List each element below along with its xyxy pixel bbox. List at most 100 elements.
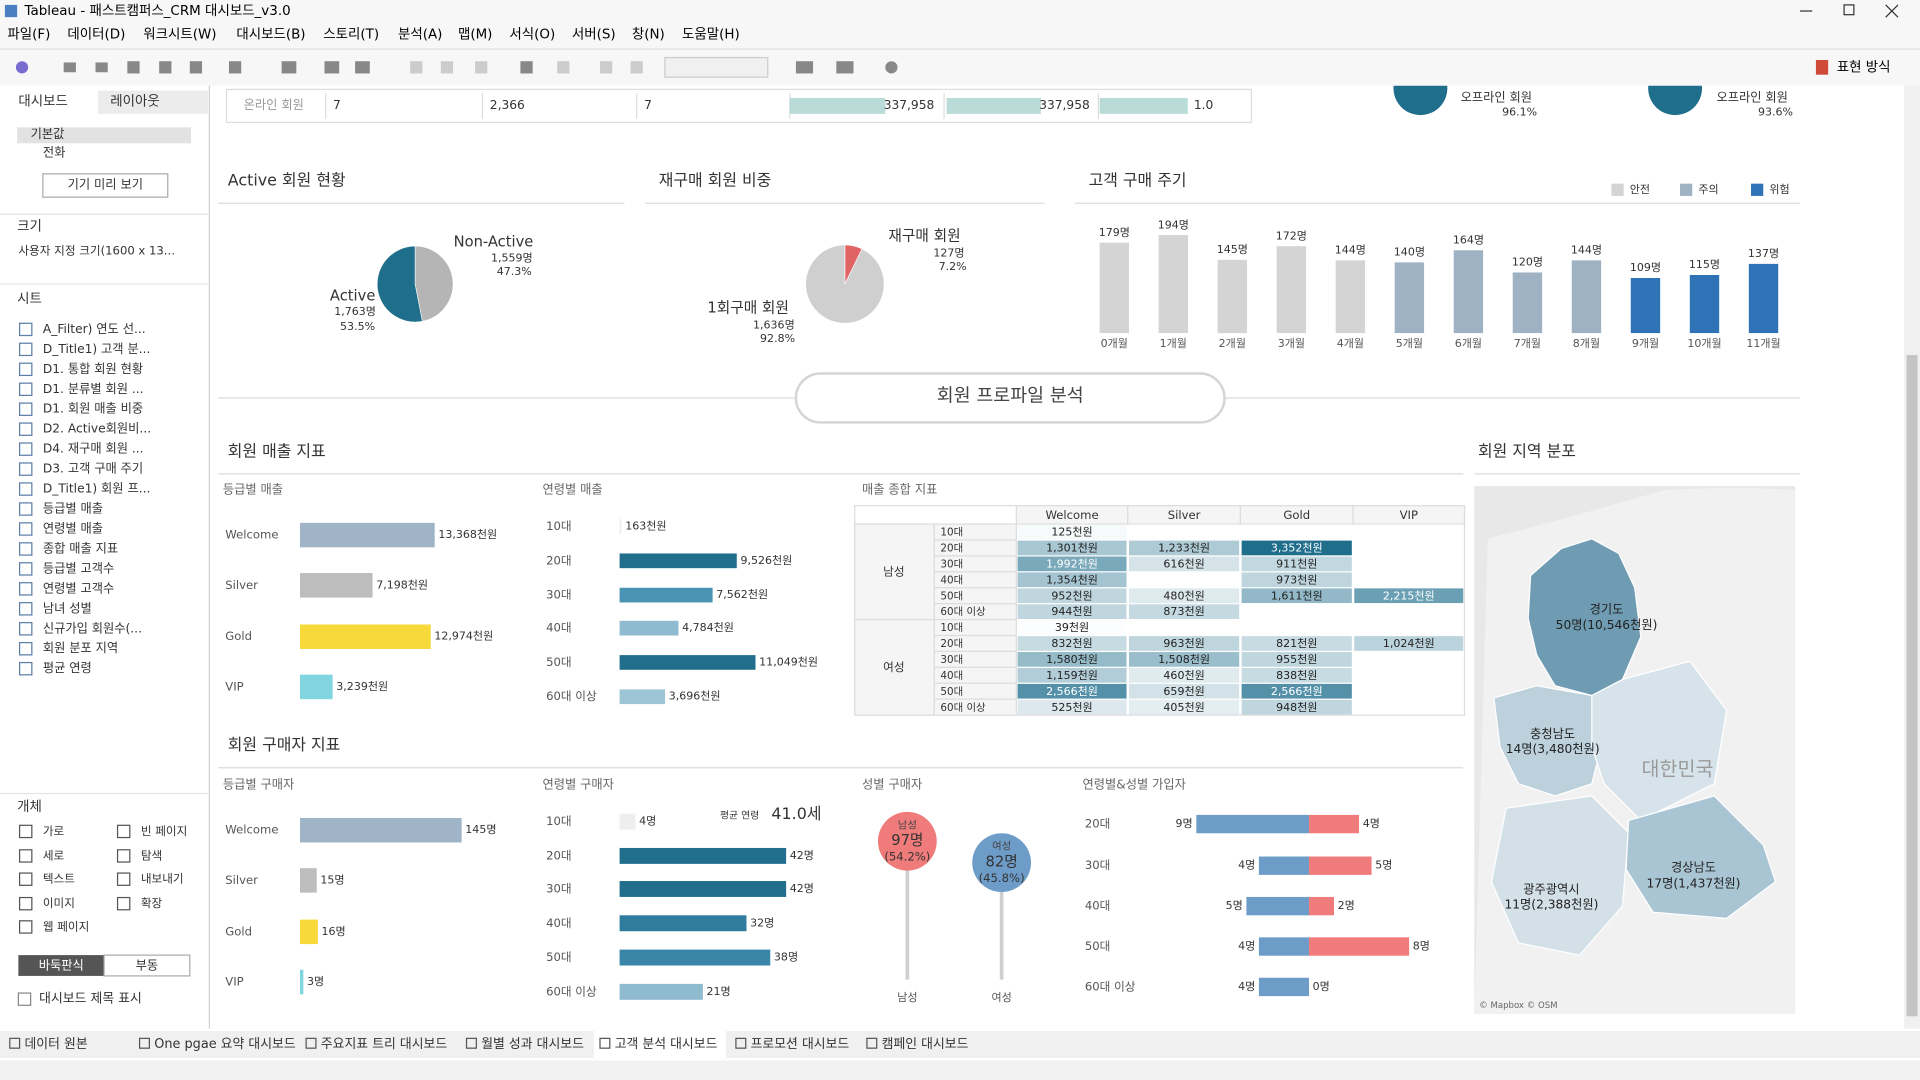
- sheet-item[interactable]: D_Title1) 고객 분...: [43, 342, 151, 356]
- toggle-floating[interactable]: [103, 954, 191, 977]
- sheet-item[interactable]: 연령별 고객수: [43, 581, 114, 595]
- sheet-item[interactable]: D1. 분류별 회원 ...: [43, 382, 144, 396]
- object-item[interactable]: 내보내기: [141, 872, 184, 886]
- menu-item[interactable]: 맵(M): [458, 26, 492, 42]
- sidebar-tab[interactable]: 대시보드: [18, 94, 68, 110]
- sheet-item[interactable]: D1. 회원 매출 비중: [43, 402, 143, 416]
- toolbar-icons[interactable]: [15, 56, 1829, 78]
- head-value: 82명: [986, 854, 1018, 871]
- menu-item[interactable]: 대시보드(B): [236, 26, 305, 42]
- bar-value: 145명: [465, 823, 496, 836]
- menu-item[interactable]: 도움말(H): [682, 26, 740, 42]
- bar: [619, 983, 703, 1000]
- bar: [1217, 259, 1248, 334]
- chart-title: 재구매 회원 비중: [659, 171, 772, 190]
- object-item[interactable]: 탐색: [141, 848, 162, 862]
- sheet-item[interactable]: 등급별 매출: [43, 502, 103, 516]
- sheet-tab[interactable]: 고객 분석 대시보드: [615, 1037, 718, 1052]
- sheet-item[interactable]: 등급별 고객수: [43, 561, 114, 575]
- x-tick-label: 9개월: [1632, 337, 1659, 350]
- sheet-tab[interactable]: 주요지표 트리 대시보드: [321, 1037, 448, 1052]
- sheet-item[interactable]: D3. 고객 구매 주기: [43, 462, 143, 476]
- sheet-item[interactable]: 연령별 매출: [43, 521, 103, 535]
- menu-item[interactable]: 창(N): [632, 26, 665, 42]
- sheet-item[interactable]: D2. Active회원비...: [43, 422, 151, 436]
- object-item[interactable]: 웹 페이지: [43, 919, 89, 933]
- table-cell: [1241, 667, 1352, 683]
- checkbox-label[interactable]: 대시보드 제목 표시: [39, 992, 142, 1007]
- object-item[interactable]: 이미지: [43, 896, 75, 910]
- sidebar-tab[interactable]: 레이아웃: [110, 94, 160, 110]
- sheet-icon: [18, 522, 33, 536]
- bar: [1258, 856, 1309, 875]
- sheet-item[interactable]: 평균 연령: [43, 661, 92, 675]
- toggle-label[interactable]: 부동: [136, 959, 159, 973]
- menu-item[interactable]: 데이터(D): [67, 26, 125, 42]
- object-item[interactable]: 텍스트: [43, 872, 75, 886]
- device-selected[interactable]: [17, 127, 192, 144]
- preview-button[interactable]: 기기 미리 보기: [68, 177, 143, 191]
- cell-value: 525천원: [1051, 700, 1092, 714]
- bar: [1158, 235, 1188, 334]
- sheet-icon: [18, 322, 33, 337]
- cell-value: 963천원: [1163, 636, 1204, 650]
- sheet-item[interactable]: 회원 분포 지역: [43, 641, 118, 655]
- bar: [619, 949, 771, 966]
- sheet-item[interactable]: D4. 재구매 회원 ...: [43, 442, 144, 456]
- sidebar-tab-bg[interactable]: [97, 90, 209, 114]
- sheet-icon: [18, 382, 33, 396]
- sheet-item[interactable]: 신규가입 회원수(...: [43, 621, 142, 635]
- show-me[interactable]: 표현 방식: [1837, 59, 1891, 75]
- menu-item[interactable]: 파일(F): [7, 26, 50, 42]
- sheet-item[interactable]: 종합 매출 지표: [43, 541, 118, 555]
- cell-value: 337,958: [884, 98, 935, 112]
- sheet-tab[interactable]: 프로모션 대시보드: [751, 1037, 850, 1052]
- device-option[interactable]: 전화: [43, 146, 66, 160]
- age-label: 30대: [940, 558, 963, 570]
- toggle-label[interactable]: 바둑판식: [39, 959, 84, 973]
- object-item[interactable]: 세로: [43, 848, 65, 862]
- bar: [1196, 814, 1309, 834]
- size-dropdown[interactable]: 사용자 지정 크기(1600 x 13...: [18, 244, 175, 258]
- y-tick-label: 60대 이상: [546, 689, 597, 703]
- region-value: 11명(2,388천원): [1504, 896, 1598, 911]
- sheet-tab[interactable]: 월별 성과 대시보드: [481, 1037, 584, 1052]
- sheet-item[interactable]: A_Filter) 연도 선...: [43, 322, 146, 336]
- annotation-value: 41.0세: [771, 804, 821, 823]
- bar-value: 145명: [1217, 243, 1248, 256]
- object-item[interactable]: 빈 페이지: [141, 824, 187, 838]
- sheet-tab[interactable]: 캠페인 대시보드: [882, 1037, 969, 1052]
- scrollbar-thumb[interactable]: [1906, 355, 1918, 1017]
- partial-pie: [1648, 85, 1703, 116]
- menu-item[interactable]: 분석(A): [398, 26, 442, 42]
- object-item[interactable]: 확장: [141, 896, 163, 910]
- cell-value: 948천원: [1276, 700, 1317, 714]
- legend-swatch: [1611, 183, 1624, 196]
- bar: [1394, 262, 1425, 334]
- menu-item[interactable]: 스토리(T): [323, 26, 379, 42]
- sheet-tab[interactable]: 데이터 원본: [24, 1037, 87, 1052]
- x-tick-label: 6개월: [1455, 337, 1482, 350]
- sheet-item[interactable]: D_Title1) 회원 프...: [43, 482, 151, 496]
- toggle-tiled[interactable]: [18, 955, 105, 976]
- cell-value: 460천원: [1163, 668, 1204, 682]
- bar-value: 7,198천원: [376, 577, 428, 591]
- cell-value: 125천원: [1051, 525, 1092, 539]
- table-cell: [1354, 556, 1464, 572]
- cell-value: 1,301천원: [1046, 541, 1098, 555]
- sheet-item[interactable]: D1. 통합 회원 현황: [43, 362, 143, 376]
- cell-value: 480천원: [1163, 588, 1204, 602]
- preview-button-frame[interactable]: [42, 173, 169, 198]
- object-item[interactable]: 가로: [43, 824, 65, 838]
- table-cell: [1241, 524, 1352, 540]
- device-option[interactable]: 기본값: [31, 127, 65, 141]
- sheet-tab[interactable]: One pgae 요약 대시보드: [154, 1037, 296, 1052]
- menu-item[interactable]: 워크시트(W): [143, 26, 216, 42]
- cell-value: 2,366: [490, 98, 525, 112]
- sheet-item[interactable]: 남녀 성별: [43, 601, 92, 615]
- checkbox[interactable]: [17, 992, 32, 1006]
- active-tab[interactable]: [593, 1031, 727, 1058]
- menu-item[interactable]: 서식(O): [509, 26, 555, 42]
- head-percent: (54.2%): [884, 850, 930, 864]
- menu-item[interactable]: 서버(S): [572, 26, 616, 42]
